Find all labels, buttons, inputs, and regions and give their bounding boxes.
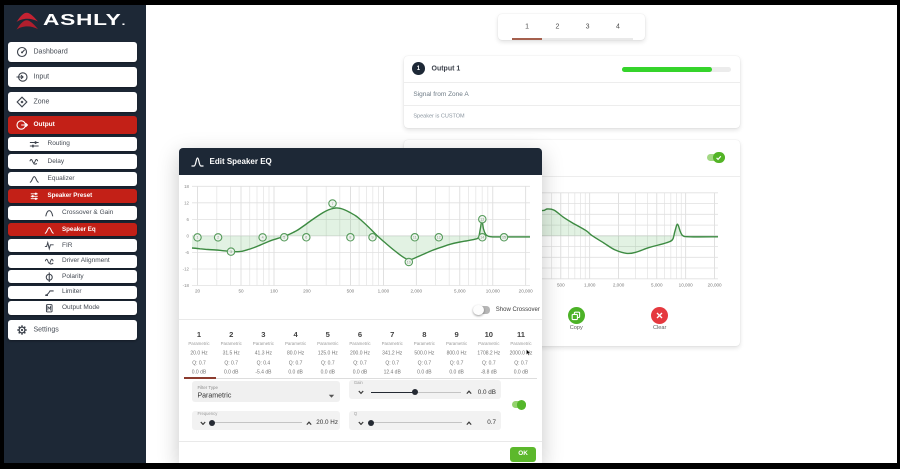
svg-text:12: 12 <box>437 236 441 240</box>
svg-text:1: 1 <box>197 236 199 240</box>
svg-text:2,000: 2,000 <box>613 283 625 288</box>
svg-text:10: 10 <box>407 260 411 264</box>
svg-text:1,000: 1,000 <box>378 289 390 294</box>
svg-text:500: 500 <box>557 283 565 288</box>
svg-text:20,000: 20,000 <box>519 289 533 294</box>
svg-text:100: 100 <box>270 289 278 294</box>
svg-text:5,000: 5,000 <box>454 289 466 294</box>
svg-text:10,000: 10,000 <box>679 283 693 288</box>
svg-text:15: 15 <box>502 236 506 240</box>
svg-text:2,000: 2,000 <box>411 289 423 294</box>
svg-text:50: 50 <box>238 289 244 294</box>
svg-text:200: 200 <box>303 289 311 294</box>
svg-text:10,000: 10,000 <box>486 289 500 294</box>
svg-text:-12: -12 <box>183 267 190 272</box>
svg-text:20: 20 <box>195 289 201 294</box>
svg-text:1,000: 1,000 <box>584 283 596 288</box>
svg-text:-18: -18 <box>183 283 190 288</box>
svg-text:12: 12 <box>184 200 189 205</box>
svg-text:6: 6 <box>187 217 190 222</box>
svg-text:3: 3 <box>230 250 232 254</box>
svg-text:500: 500 <box>347 289 355 294</box>
svg-text:8: 8 <box>349 236 351 240</box>
svg-text:5: 5 <box>283 236 285 240</box>
svg-text:5,000: 5,000 <box>651 283 663 288</box>
svg-text:4: 4 <box>262 236 264 240</box>
svg-text:7: 7 <box>332 202 334 206</box>
svg-text:-6: -6 <box>185 250 189 255</box>
svg-text:20,000: 20,000 <box>708 283 722 288</box>
svg-text:2: 2 <box>217 236 219 240</box>
svg-text:13: 13 <box>480 218 484 222</box>
svg-text:18: 18 <box>184 184 189 189</box>
svg-text:6: 6 <box>305 236 307 240</box>
svg-text:0: 0 <box>187 234 190 239</box>
svg-text:9: 9 <box>372 236 374 240</box>
svg-text:11: 11 <box>413 236 417 240</box>
svg-text:14: 14 <box>480 236 484 240</box>
